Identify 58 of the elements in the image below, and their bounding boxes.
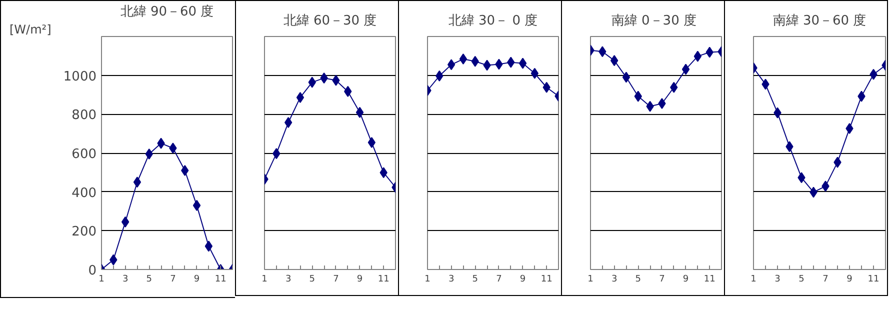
point (694, 50, 702, 62)
x-tick-label: 9 (682, 274, 689, 284)
x-tick-label: 9 (520, 274, 526, 284)
x-tick-label: 7 (333, 274, 339, 284)
y-tick-label: 0 (88, 264, 97, 278)
x-tick-label: 11 (214, 274, 226, 284)
point (610, 55, 618, 66)
y-tick-label: 600 (72, 147, 97, 162)
point (682, 64, 690, 75)
x-tick-label: 1 (424, 274, 430, 284)
x-tick-label: 7 (170, 274, 176, 284)
x-tick-label: 9 (194, 274, 200, 284)
x-tick-label: 9 (356, 274, 363, 284)
x-tick-label: 5 (146, 274, 152, 284)
x-tick-label: 7 (659, 274, 665, 284)
point (296, 92, 304, 103)
x-tick-label: 11 (378, 274, 390, 284)
point (459, 54, 468, 65)
x-tick-label: 1 (262, 274, 268, 284)
chart-title: 南緯 30－60 度 (772, 12, 866, 28)
x-tick-label: 3 (285, 274, 292, 284)
x-tick-label: 3 (774, 274, 780, 284)
x-tick-label: 3 (122, 274, 128, 284)
point (518, 58, 527, 69)
x-tick-label: 3 (448, 274, 454, 284)
chart-title: 北緯 90－60 度 (120, 4, 214, 20)
point (284, 117, 292, 128)
x-tick-label: 1 (750, 274, 756, 284)
y-tick-label: 400 (72, 186, 97, 201)
x-tick-label: 5 (798, 274, 804, 284)
x-tick-label: 1 (98, 274, 104, 284)
point (447, 59, 456, 70)
point (622, 72, 630, 83)
x-tick-label: 11 (704, 274, 716, 284)
point (192, 200, 201, 211)
x-tick-label: 11 (540, 274, 552, 284)
y-tick-label: 800 (72, 108, 97, 124)
y-tick-label: 1000 (63, 69, 97, 84)
chart-title: 北緯 60－30 度 (283, 12, 377, 28)
x-tick-label: 1 (588, 274, 594, 284)
x-tick-label: 3 (611, 274, 618, 284)
x-tick-label: 9 (846, 274, 853, 284)
chart-title: 南緯 0－30 度 (611, 12, 696, 28)
point (121, 216, 130, 228)
point (356, 106, 364, 118)
point (133, 176, 142, 188)
x-tick-label: 5 (635, 274, 642, 284)
x-tick-label: 5 (472, 274, 478, 284)
chart-title: 北緯 30－ 0 度 (448, 12, 538, 28)
x-tick-label: 7 (496, 274, 502, 284)
y-axis-title: [W/m²] (10, 22, 52, 36)
x-tick-label: 7 (822, 274, 828, 284)
x-tick-label: 5 (309, 274, 316, 284)
y-tick-label: 200 (72, 224, 97, 240)
x-tick-label: 11 (868, 274, 880, 284)
point (530, 68, 539, 79)
point (204, 240, 213, 252)
point (368, 137, 376, 148)
